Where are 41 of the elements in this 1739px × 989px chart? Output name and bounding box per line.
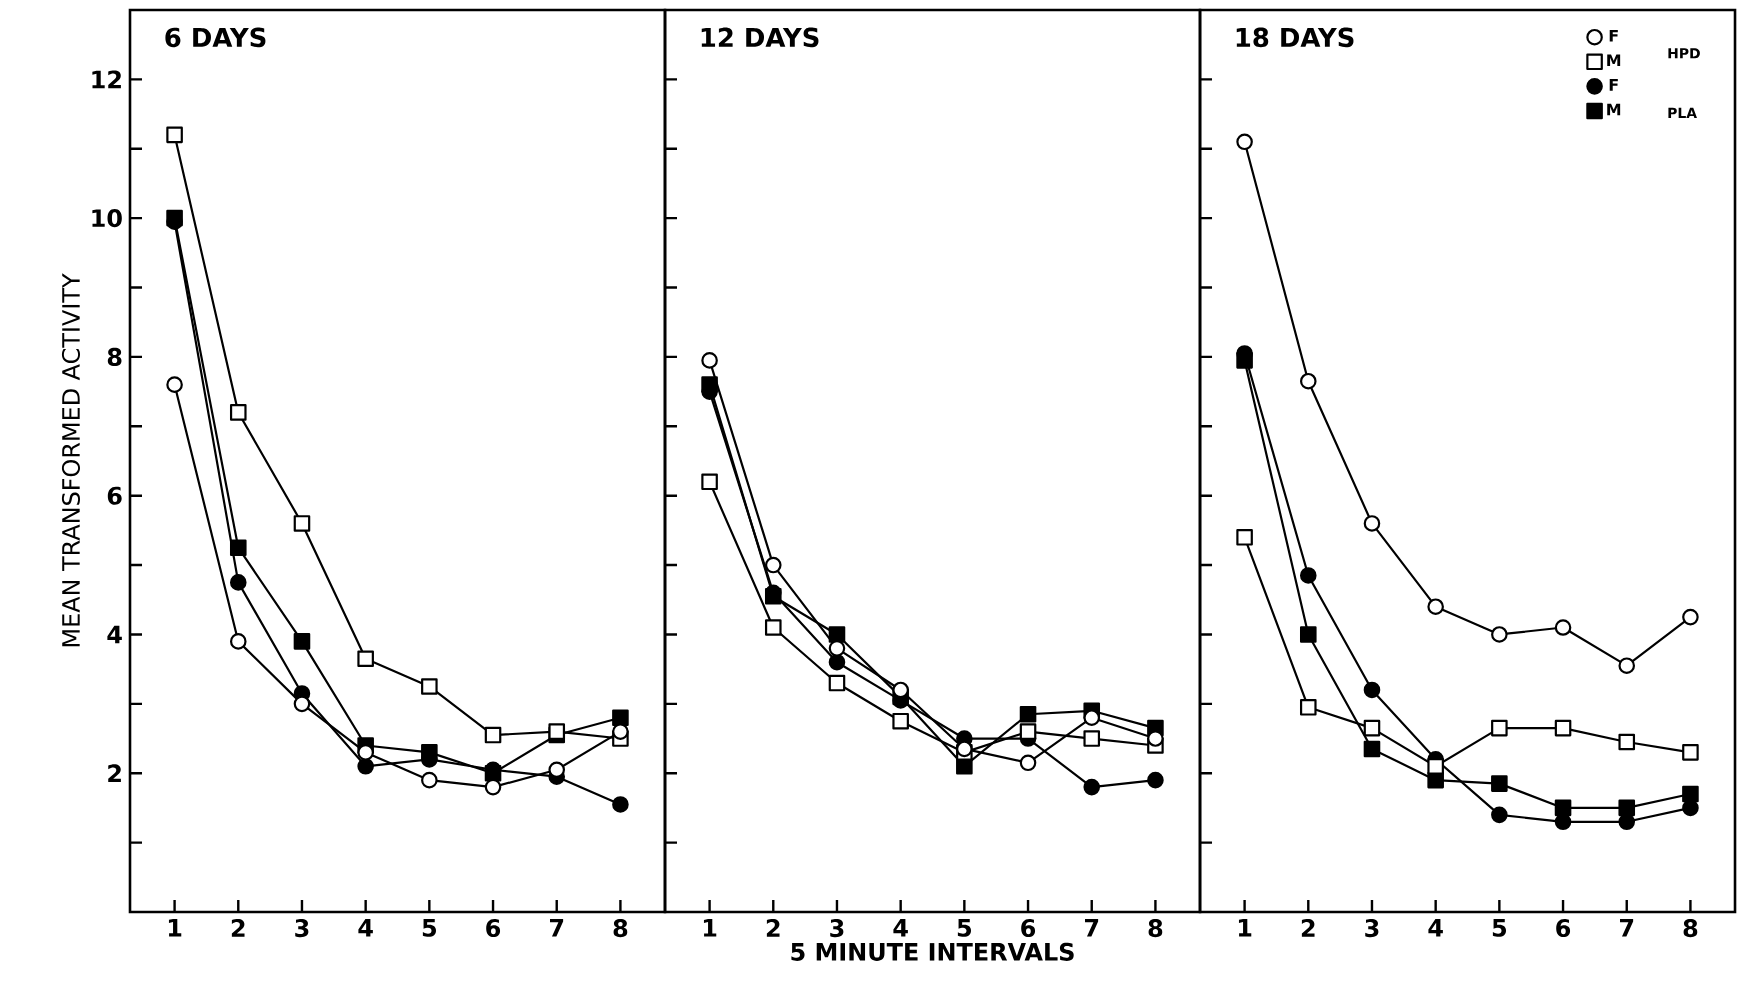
y-tick-label: 12 xyxy=(92,70,121,89)
x-tick-label: 6 xyxy=(1556,919,1571,938)
x-tick-label: 1 xyxy=(703,919,717,937)
text: 18 DAYS xyxy=(1236,27,1354,48)
y-tick-label: 2 xyxy=(108,764,121,783)
y-tick-label: 10 xyxy=(92,209,122,228)
x-tick-label: 7 xyxy=(550,919,564,937)
legend-label: M xyxy=(1607,54,1621,67)
x-tick-label: 8 xyxy=(1148,919,1163,938)
x-tick-label: 5 xyxy=(957,919,971,937)
x-tick-label: 4 xyxy=(358,919,373,937)
x-tick-label: 1 xyxy=(1238,919,1252,937)
annotation: PLA xyxy=(1668,107,1697,118)
y-tick-label: 6 xyxy=(107,486,122,505)
x-tick-label: 5 xyxy=(1492,919,1507,937)
x-tick-label: 2 xyxy=(231,919,245,937)
x-tick-label: 5 xyxy=(422,919,436,937)
x-tick-label: 6 xyxy=(1021,919,1036,938)
legend-label: M xyxy=(1607,103,1621,116)
y-tick-label: 8 xyxy=(107,347,122,366)
x-tick-label: 1 xyxy=(168,919,182,937)
x-tick-label: 4 xyxy=(1428,919,1443,937)
y-axis-title: MEAN TRANSFORMED ACTIVITY xyxy=(61,273,81,647)
x-tick-label: 4 xyxy=(893,919,908,937)
annotation: HPD xyxy=(1668,48,1700,59)
legend-label: F xyxy=(1609,79,1618,91)
x-tick-label: 2 xyxy=(766,919,780,937)
legend-label: F xyxy=(1609,29,1618,42)
text: 6 DAYS xyxy=(165,27,266,48)
x-tick-label: 8 xyxy=(1683,919,1698,938)
x-tick-label: 7 xyxy=(1085,919,1099,937)
x-tick-label: 2 xyxy=(1301,919,1315,937)
y-tick-label: 4 xyxy=(107,625,122,644)
x-tick-label: 3 xyxy=(295,919,309,938)
x-tick-label: 3 xyxy=(1365,919,1379,938)
x-tick-label: 7 xyxy=(1620,919,1634,937)
x-tick-label: 3 xyxy=(830,919,844,938)
x-axis-title: 5 MINUTE INTERVALS xyxy=(791,942,1074,961)
text: 12 DAYS xyxy=(701,27,819,48)
x-tick-label: 6 xyxy=(486,919,501,938)
x-tick-label: 8 xyxy=(613,919,628,938)
